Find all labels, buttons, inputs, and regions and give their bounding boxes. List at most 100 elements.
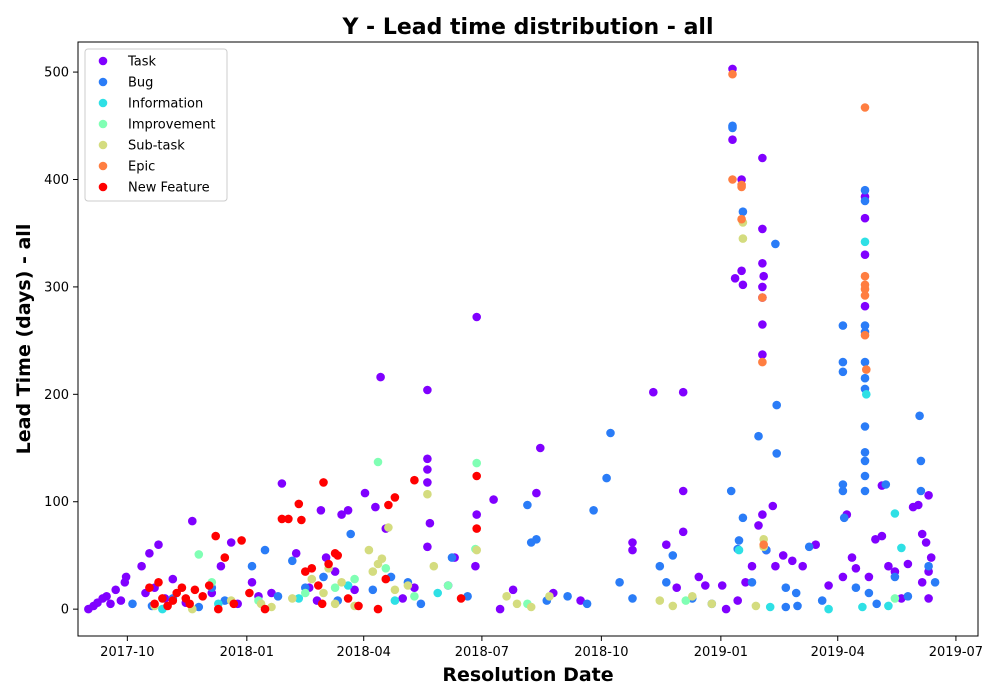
data-point (495, 604, 505, 614)
legend-item: Epic (98, 160, 155, 175)
data-point (838, 357, 848, 367)
data-point (373, 604, 383, 614)
data-point (301, 567, 310, 576)
data-point (416, 599, 426, 609)
data-point (536, 443, 545, 453)
data-point (897, 594, 906, 603)
data-point (754, 521, 763, 530)
data-point (860, 321, 870, 330)
data-point (877, 531, 887, 541)
data-point (838, 321, 848, 330)
data-point (737, 182, 746, 192)
data-point (390, 585, 400, 595)
legend-label: Improvement (128, 118, 215, 133)
data-point (319, 478, 328, 487)
data-point (662, 540, 671, 549)
data-point (858, 602, 867, 612)
data-point (364, 545, 374, 555)
data-point (154, 540, 163, 549)
data-point (860, 448, 870, 457)
legend-marker (98, 56, 108, 66)
legend-item: New Feature (98, 181, 210, 196)
data-point (747, 578, 757, 587)
data-point (423, 454, 432, 464)
data-point (423, 465, 432, 474)
data-point (838, 480, 848, 489)
data-point (672, 583, 681, 592)
data-point (838, 572, 848, 582)
y-tick-label: 500 (44, 66, 69, 81)
data-point (158, 594, 167, 603)
data-point (721, 604, 731, 614)
data-point (472, 312, 482, 322)
data-point (410, 592, 419, 601)
data-point (655, 596, 665, 605)
data-point (589, 506, 598, 515)
data-point (447, 553, 457, 562)
data-point (273, 592, 283, 601)
data-point (741, 578, 750, 587)
data-point (319, 588, 328, 598)
y-tick-label: 400 (44, 173, 69, 188)
data-point (410, 475, 419, 485)
data-point (890, 594, 900, 603)
data-point (350, 585, 359, 595)
data-point (847, 553, 857, 562)
data-point (294, 499, 304, 509)
legend-item: Task (98, 55, 157, 70)
data-point (860, 422, 870, 431)
data-point (211, 531, 220, 541)
data-point (288, 556, 297, 566)
data-point (738, 280, 748, 290)
data-point (354, 601, 363, 611)
data-point (563, 592, 572, 601)
data-point (772, 400, 781, 410)
data-point (267, 602, 276, 612)
data-point (381, 574, 391, 584)
data-point (734, 536, 744, 545)
data-point (150, 599, 159, 609)
data-point (602, 473, 611, 483)
series-epic (728, 69, 871, 549)
data-point (307, 574, 317, 584)
legend-item: Information (98, 97, 203, 112)
data-point (154, 578, 163, 587)
data-point (398, 594, 408, 603)
data-point (860, 103, 870, 112)
legend-label: Bug (128, 76, 153, 91)
data-point (472, 545, 482, 555)
legend-item: Improvement (98, 118, 215, 133)
legend-marker (98, 119, 108, 129)
data-point (717, 581, 727, 590)
data-point (860, 471, 870, 481)
data-point (788, 556, 797, 566)
data-point (137, 561, 146, 571)
data-point (423, 478, 432, 487)
legend-label: New Feature (128, 181, 210, 196)
x-axis-label: Resolution Date (442, 664, 613, 686)
data-point (811, 540, 820, 549)
data-point (260, 545, 270, 555)
data-point (502, 592, 511, 601)
x-tick-label: 2019-01 (694, 645, 748, 660)
data-point (523, 500, 532, 510)
data-point (890, 572, 900, 582)
data-point (106, 599, 115, 609)
data-point (798, 561, 807, 571)
data-point (655, 561, 665, 571)
data-point (737, 214, 746, 224)
data-point (317, 599, 327, 609)
data-point (649, 387, 658, 397)
data-point (737, 266, 746, 276)
data-point (247, 561, 257, 571)
data-point (116, 596, 126, 605)
chart-title: Y - Lead time distribution - all (341, 15, 713, 40)
series-bug (128, 121, 940, 612)
data-point (324, 559, 333, 569)
data-point (128, 599, 137, 609)
data-point (220, 596, 230, 605)
data-point (390, 493, 400, 502)
data-point (758, 153, 767, 163)
x-tick-label: 2018-04 (337, 645, 391, 660)
data-point (471, 561, 480, 571)
